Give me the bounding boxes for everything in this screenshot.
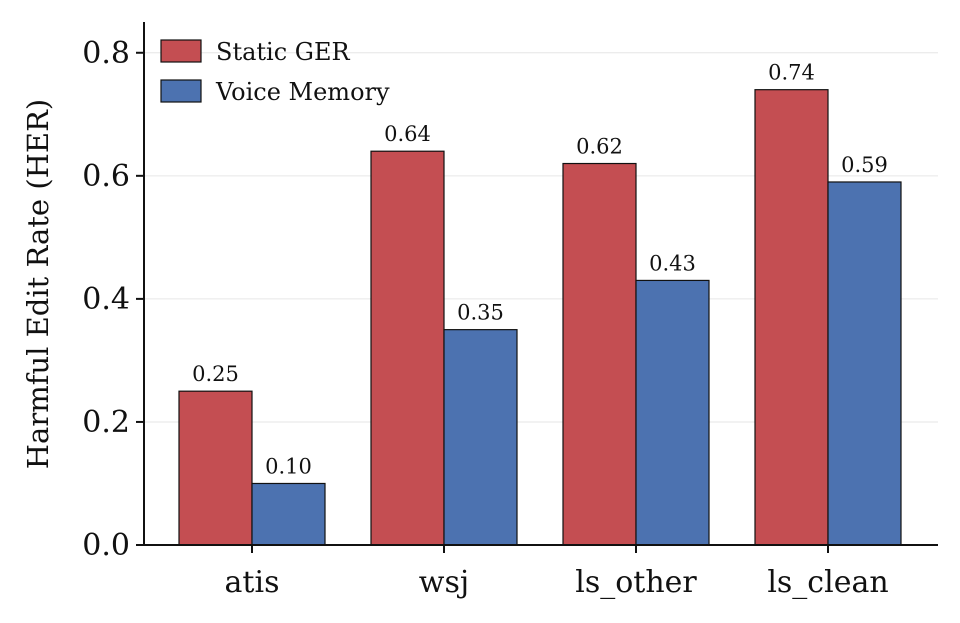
bar-static-ger-ls-other xyxy=(562,162,637,546)
axes xyxy=(143,22,938,546)
bar-value-label: 0.35 xyxy=(457,301,504,325)
legend-swatch xyxy=(160,39,202,63)
x-tick-label: wsj xyxy=(419,565,469,600)
bar-value-label: 0.62 xyxy=(576,135,623,159)
x-tick-label: ls_other xyxy=(575,565,697,600)
data-labels: 0.25 0.10 0.64 0.35 0.62 0.43 0.74 0.59 xyxy=(192,61,888,479)
legend-label: Static GER xyxy=(216,38,350,66)
legend-label: Voice Memory xyxy=(215,78,390,106)
y-tick-label: 0.2 xyxy=(82,405,130,440)
bar-voice-memory-ls-other xyxy=(635,279,710,546)
y-ticks: 0.0 0.2 0.4 0.6 0.8 xyxy=(82,36,144,563)
bar-voice-memory-ls-clean xyxy=(827,181,902,546)
bar-static-ger-wsj xyxy=(370,150,445,546)
bar-static-ger-atis xyxy=(178,390,253,546)
y-tick-label: 0.4 xyxy=(82,282,130,317)
bar-value-label: 0.25 xyxy=(192,362,239,386)
bar-value-label: 0.43 xyxy=(649,251,696,275)
bar-voice-memory-atis xyxy=(251,482,326,546)
y-tick-label: 0.6 xyxy=(82,159,130,194)
bar-voice-memory-wsj xyxy=(443,329,518,546)
bar-value-label: 0.59 xyxy=(841,153,888,177)
y-tick-label: 0.8 xyxy=(82,36,130,71)
legend-swatch xyxy=(160,79,202,103)
x-ticks: atis wsj ls_other ls_clean xyxy=(225,545,889,600)
bar-static-ger-ls-clean xyxy=(754,89,829,546)
bars xyxy=(178,89,902,546)
bar-value-label: 0.10 xyxy=(265,454,312,478)
legend: Static GER Voice Memory xyxy=(160,38,390,106)
bar-value-label: 0.74 xyxy=(768,61,815,85)
bar-value-label: 0.64 xyxy=(384,122,431,146)
x-tick-label: ls_clean xyxy=(767,565,888,600)
y-axis-label: Harmful Edit Rate (HER) xyxy=(21,99,55,469)
y-tick-label: 0.0 xyxy=(82,528,130,563)
x-tick-label: atis xyxy=(225,565,280,600)
